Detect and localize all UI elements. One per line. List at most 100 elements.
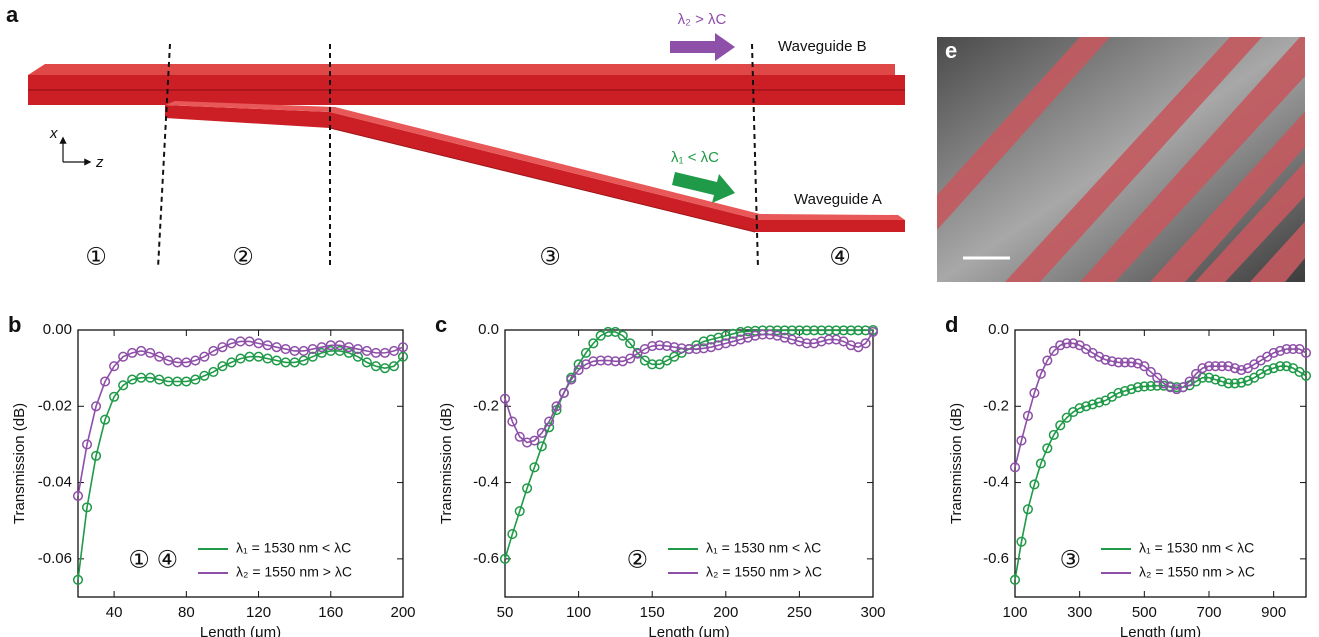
x-tick-label: 100 xyxy=(566,604,591,621)
legend-label: λ₁ = 1530 nm < λC xyxy=(706,540,821,556)
data-point xyxy=(199,351,210,362)
data-point xyxy=(1016,536,1027,547)
data-point xyxy=(779,325,790,336)
data-point xyxy=(1016,435,1027,446)
data-point xyxy=(794,325,805,336)
data-point xyxy=(816,325,827,336)
data-point xyxy=(1300,347,1312,358)
data-point xyxy=(610,356,621,367)
data-point xyxy=(217,361,228,372)
legend-label: λ₂ = 1550 nm > λC xyxy=(236,564,352,580)
data-point xyxy=(253,338,264,349)
series-line xyxy=(504,329,874,560)
region-label: ① xyxy=(85,243,107,270)
data-point xyxy=(253,351,264,362)
data-point xyxy=(208,366,219,378)
data-point xyxy=(91,401,102,412)
data-point xyxy=(683,344,695,355)
data-point xyxy=(1223,378,1234,389)
legend-label: λ₁ = 1530 nm < λC xyxy=(236,540,351,556)
data-point xyxy=(388,361,400,372)
data-point xyxy=(352,351,363,362)
y-tick-label: 0.0 xyxy=(988,321,1009,338)
data-point xyxy=(271,342,282,353)
data-point xyxy=(706,334,717,345)
data-point xyxy=(1009,462,1021,473)
data-point xyxy=(118,380,129,391)
data-point xyxy=(127,347,138,358)
data-point xyxy=(588,356,599,367)
x-tick-label: 100 xyxy=(1002,604,1027,621)
data-point xyxy=(816,336,827,347)
data-point xyxy=(1152,372,1163,383)
data-point xyxy=(735,334,746,345)
data-point xyxy=(379,363,390,374)
data-point xyxy=(181,376,192,387)
data-point xyxy=(809,338,820,349)
data-point xyxy=(1087,399,1098,410)
y-tick-label: -0.2 xyxy=(983,397,1009,414)
data-point xyxy=(728,336,739,347)
x-axis-title: Length (μm) xyxy=(200,624,281,637)
x-tick-label: 80 xyxy=(178,604,195,621)
x-tick-label: 300 xyxy=(1067,604,1092,621)
data-point xyxy=(1042,355,1053,366)
data-point xyxy=(109,361,120,372)
data-point xyxy=(720,338,731,349)
data-point xyxy=(145,347,156,358)
plot-frame xyxy=(504,329,874,598)
data-point xyxy=(499,553,511,564)
data-point xyxy=(1029,387,1040,398)
data-point xyxy=(1268,347,1279,358)
annotation: ③ xyxy=(1059,546,1081,573)
data-point xyxy=(307,344,318,355)
data-point xyxy=(772,325,783,336)
x-tick-label: 700 xyxy=(1196,604,1221,621)
x-tick-label: 250 xyxy=(787,604,812,621)
data-point xyxy=(1061,412,1072,423)
data-point xyxy=(280,344,291,355)
y-tick-label: -0.4 xyxy=(983,474,1009,491)
data-point xyxy=(735,326,746,337)
data-point xyxy=(1262,365,1273,376)
data-point xyxy=(580,347,592,358)
axis-z-label: z xyxy=(95,154,104,171)
x-tick-label: 40 xyxy=(106,604,123,621)
data-point xyxy=(632,348,643,359)
data-point xyxy=(720,330,731,341)
data-point xyxy=(1029,479,1040,490)
data-point xyxy=(244,336,255,347)
data-point xyxy=(860,338,871,349)
data-point xyxy=(334,345,345,357)
data-point xyxy=(1113,357,1124,368)
data-point xyxy=(499,393,511,404)
data-point xyxy=(713,332,724,343)
data-point xyxy=(831,334,842,345)
data-point xyxy=(154,351,165,362)
data-point xyxy=(1035,368,1046,379)
panel-label: e xyxy=(945,38,957,63)
data-point xyxy=(750,330,761,341)
data-point xyxy=(118,351,129,362)
data-point xyxy=(588,338,599,349)
x-axis-title: Length (μm) xyxy=(1120,624,1201,637)
data-point xyxy=(1203,361,1215,372)
panel-label: c xyxy=(435,312,447,337)
data-point xyxy=(1081,401,1092,412)
data-point xyxy=(379,347,390,358)
data-point xyxy=(1216,361,1227,372)
data-point xyxy=(544,416,555,427)
data-point xyxy=(595,355,606,366)
data-point xyxy=(1055,420,1066,431)
y-tick-label: -0.2 xyxy=(473,397,499,414)
data-point xyxy=(1100,354,1111,365)
data-point xyxy=(1145,381,1156,392)
data-point xyxy=(1229,363,1240,374)
panel-label: a xyxy=(6,2,19,27)
data-point xyxy=(514,506,525,517)
data-point xyxy=(361,357,372,368)
data-point xyxy=(1197,363,1208,374)
data-point xyxy=(801,338,812,349)
data-point xyxy=(507,416,518,427)
data-point xyxy=(217,342,228,353)
